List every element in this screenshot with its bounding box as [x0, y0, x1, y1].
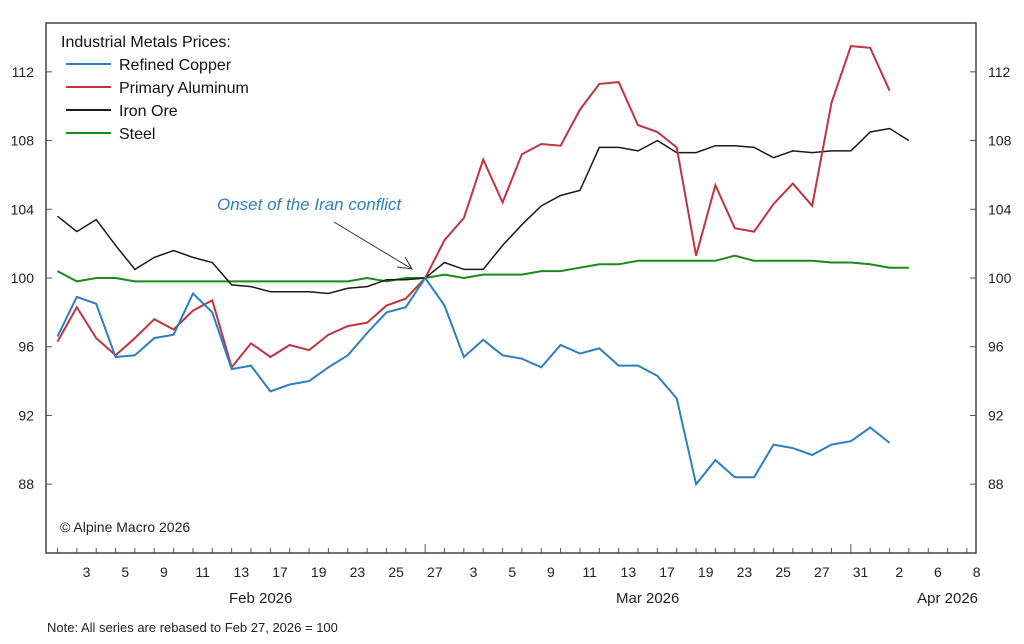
x-tick-label: 3 — [83, 564, 91, 580]
y-tick-label-left: 92 — [18, 407, 34, 423]
x-tick-label: 31 — [853, 564, 869, 580]
plot-frame — [45, 22, 977, 554]
y-axis-left: 88 92 96 100 104 108 112 — [11, 64, 52, 492]
y-tick-label-left: 96 — [18, 339, 34, 355]
legend-label-iron-ore: Iron Ore — [119, 103, 178, 120]
series-line-primary-aluminum — [56, 45, 891, 370]
y-tick-label-right: 112 — [988, 64, 1011, 80]
x-tick-label: 8 — [973, 564, 981, 580]
copyright-text: © Alpine Macro 2026 — [60, 519, 190, 535]
x-tick-label: 25 — [775, 564, 791, 580]
y-tick-label-right: 88 — [988, 476, 1004, 492]
y-tick-label-right: 108 — [988, 133, 1012, 149]
x-tick-label: 17 — [272, 564, 288, 580]
x-tick-label: 13 — [234, 564, 250, 580]
x-tick-label: 3 — [470, 564, 478, 580]
month-label: Feb 2026 — [229, 590, 292, 607]
y-tick-label-left: 108 — [11, 133, 35, 149]
x-tick-label: 23 — [737, 564, 753, 580]
x-tick-label: 19 — [311, 564, 327, 580]
annotation: Onset of the Iran conflict — [217, 195, 413, 270]
x-tick-label: 5 — [508, 564, 516, 580]
y-tick-label-left: 112 — [12, 64, 35, 80]
y-tick-label-right: 92 — [988, 407, 1004, 423]
x-tick-label: 6 — [934, 564, 942, 580]
x-tick-label: 9 — [547, 564, 555, 580]
series-line-steel — [57, 254, 909, 283]
annotation-text: Onset of the Iran conflict — [217, 195, 403, 214]
x-tick-label: 25 — [388, 564, 404, 580]
month-label: Mar 2026 — [616, 590, 679, 607]
month-label: Apr 2026 — [917, 590, 978, 607]
annotation-arrow-line — [333, 221, 413, 270]
x-tick-label: 23 — [350, 564, 366, 580]
x-tick-label: 5 — [121, 564, 129, 580]
y-tick-label-left: 104 — [11, 201, 35, 217]
x-tick-label: 11 — [195, 564, 210, 580]
y-tick-label-right: 96 — [988, 339, 1004, 355]
y-tick-label-left: 88 — [18, 476, 34, 492]
x-axis: 3 5 9 11 13 17 19 23 25 27 3 5 9 11 13 17 19 23 25 27 31 2 6 8 F… — [57, 544, 981, 607]
annotation-arrowhead-icon — [396, 256, 413, 270]
legend-label-refined-copper: Refined Copper — [119, 57, 232, 74]
footnote: Note: All series are rebased to Feb 27, … — [47, 620, 338, 635]
x-tick-label: 27 — [814, 564, 830, 580]
x-tick-label: 11 — [582, 564, 597, 580]
x-tick-label: 13 — [621, 564, 637, 580]
x-tick-label: 19 — [698, 564, 714, 580]
y-tick-label-right: 104 — [988, 201, 1012, 217]
x-tick-label: 17 — [659, 564, 675, 580]
y-tick-label-right: 100 — [988, 270, 1012, 286]
legend-title: Industrial Metals Prices: — [61, 34, 231, 51]
y-tick-label-left: 100 — [11, 270, 35, 286]
legend-label-steel: Steel — [119, 126, 155, 143]
x-tick-label: 2 — [895, 564, 903, 580]
x-tick-label: 9 — [160, 564, 168, 580]
x-tick-label: 27 — [427, 564, 443, 580]
legend-label-primary-aluminum: Primary Aluminum — [119, 80, 249, 97]
legend: Industrial Metals Prices: Refined Copper… — [61, 34, 249, 143]
series-line-refined-copper — [56, 276, 891, 487]
series-layer — [56, 45, 910, 487]
series-line-iron-ore — [57, 127, 910, 295]
y-axis-right: 88 92 96 100 104 108 112 — [970, 64, 1012, 492]
